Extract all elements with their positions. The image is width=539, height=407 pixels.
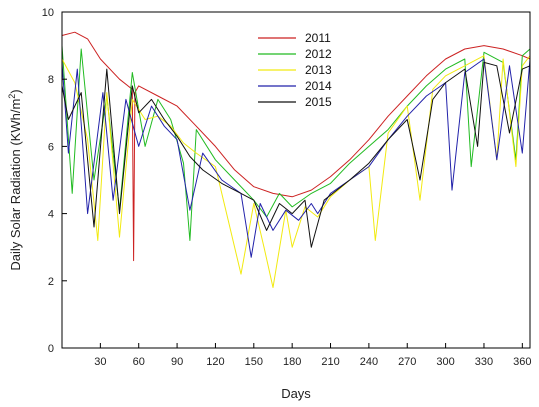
legend-label-4: 2015: [305, 95, 332, 109]
series-line-3: [61, 58, 531, 258]
y-axis-title-main: Daily Solar Radiation (KWh/m: [8, 99, 23, 271]
legend-label-3: 2014: [305, 79, 332, 93]
x-tick-label-9: 300: [436, 356, 454, 368]
x-tick-label-1: 60: [133, 356, 145, 368]
legend: 2011 2012 2013 2014 2015: [258, 31, 332, 109]
x-tick-label-2: 90: [171, 356, 183, 368]
series-line-2: [61, 55, 531, 288]
series-line-1: [61, 45, 531, 241]
series-lines: [61, 31, 531, 288]
y-axis-title-superscript: 2: [7, 94, 17, 99]
x-tick-label-11: 360: [513, 356, 531, 368]
y-tick-label-1: 2: [48, 276, 54, 288]
legend-label-2: 2013: [305, 63, 332, 77]
x-tick-label-7: 240: [360, 356, 378, 368]
x-tick-label-3: 120: [206, 356, 224, 368]
y-axis-title-close: ): [8, 89, 23, 93]
x-tick-label-5: 180: [283, 356, 301, 368]
axis-ticks: [62, 11, 523, 349]
y-tick-label-0: 0: [48, 343, 54, 355]
series-line-0: [61, 31, 531, 262]
x-tick-label-4: 150: [245, 356, 263, 368]
x-tick-label-10: 330: [475, 356, 493, 368]
legend-label-1: 2012: [305, 47, 332, 61]
y-tick-label-4: 8: [48, 74, 54, 86]
y-tick-label-3: 6: [48, 141, 54, 153]
plot-frame: [61, 11, 531, 349]
legend-label-0: 2011: [305, 31, 331, 45]
series-line-4: [61, 61, 531, 248]
x-axis-title: Days: [281, 386, 311, 401]
x-tick-label-8: 270: [398, 356, 416, 368]
y-axis-title: Daily Solar Radiation (KWh/m2): [7, 89, 23, 270]
axis-tick-labels: 30 60 90 120 150 180 210 240 270 300 330 360 0 2 4 6 8 10: [42, 7, 532, 368]
x-tick-label-6: 210: [321, 356, 339, 368]
y-tick-label-2: 4: [48, 209, 54, 221]
x-tick-label-0: 30: [94, 356, 106, 368]
y-tick-label-5: 10: [42, 7, 54, 19]
